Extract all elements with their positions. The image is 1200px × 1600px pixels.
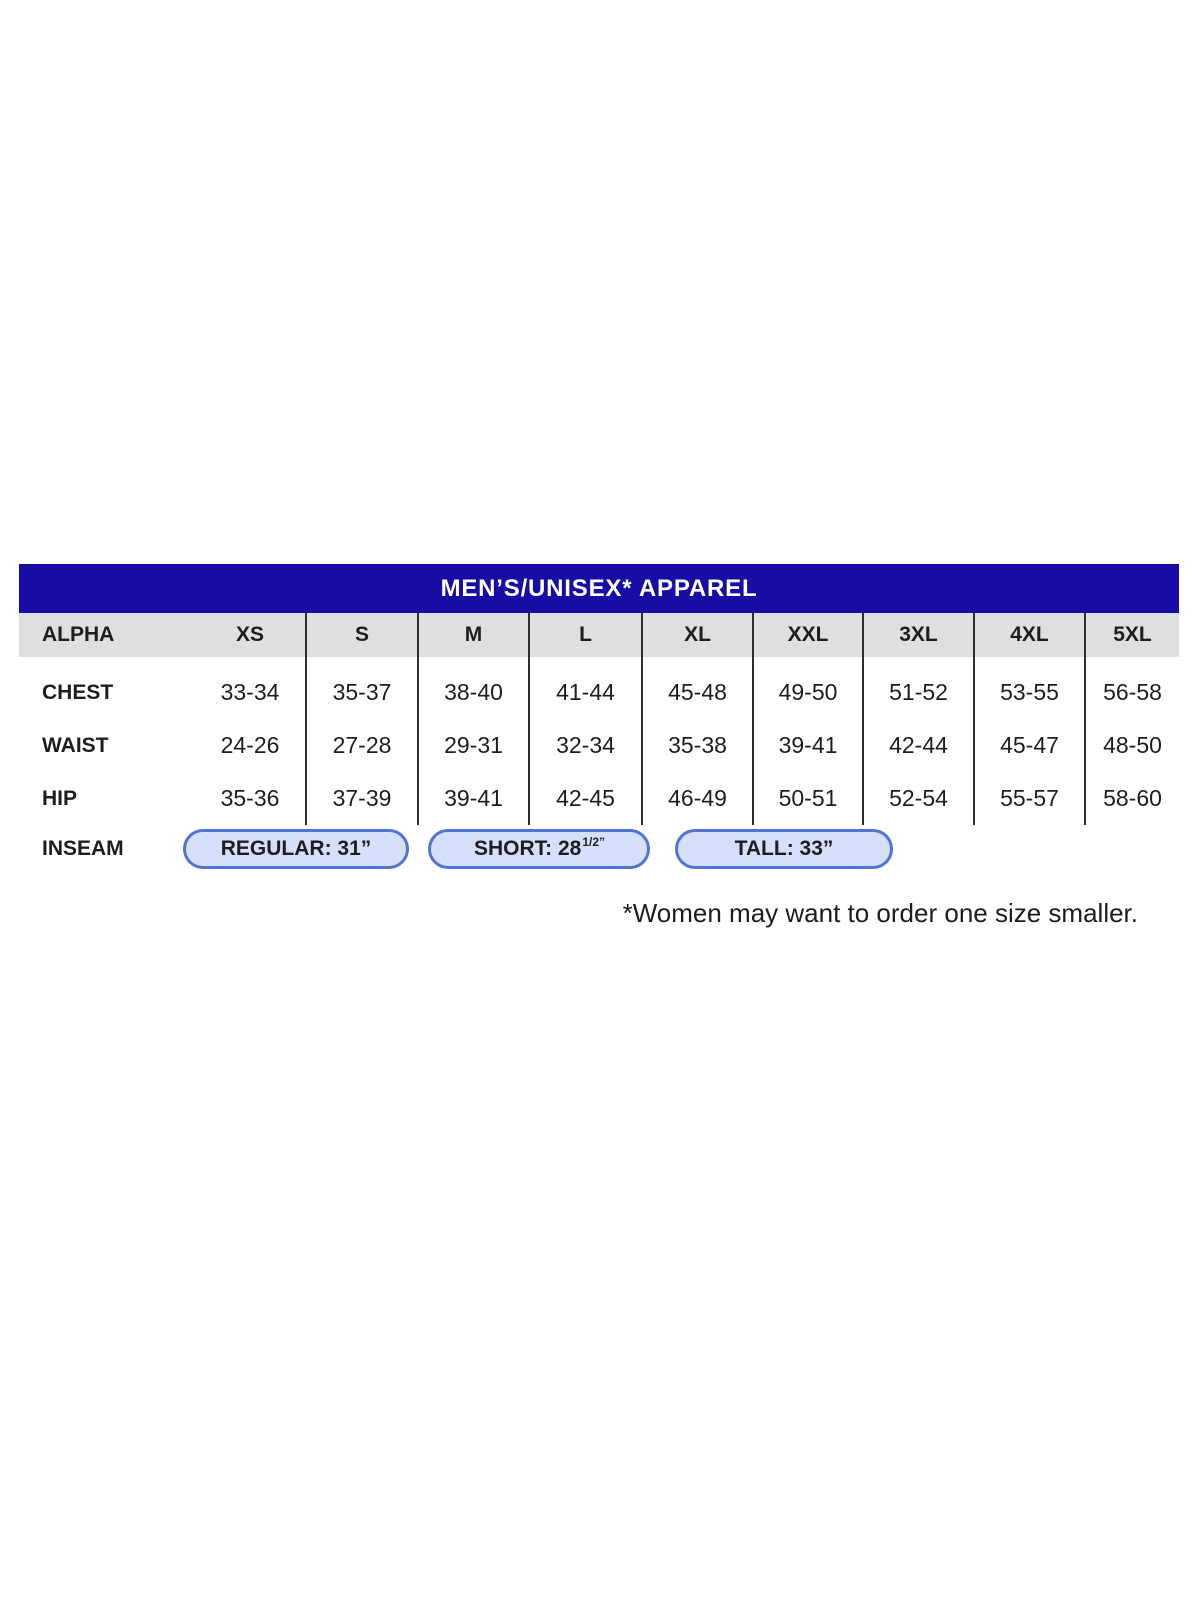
inseam-pill-tall-text: TALL: 33” bbox=[734, 837, 834, 860]
table-cell: 33-34 bbox=[195, 666, 307, 719]
table-cell: 32-34 bbox=[530, 719, 643, 772]
table-row-hip: HIP 35-36 37-39 39-41 42-45 46-49 50-51 … bbox=[19, 772, 1179, 825]
row-label-inseam: INSEAM bbox=[42, 837, 124, 860]
table-row-inseam: INSEAM REGULAR: 31” SHORT: 28 1/2” TALL: … bbox=[19, 825, 1179, 873]
table-row-chest: CHEST 33-34 35-37 38-40 41-44 45-48 49-5… bbox=[19, 666, 1179, 719]
table-cell: 39-41 bbox=[419, 772, 530, 825]
table-cell: 42-45 bbox=[530, 772, 643, 825]
table-cell: 48-50 bbox=[1086, 719, 1179, 772]
column-header-l: L bbox=[530, 613, 643, 657]
table-cell: 29-31 bbox=[419, 719, 530, 772]
table-cell: 45-48 bbox=[643, 666, 754, 719]
table-cell: 24-26 bbox=[195, 719, 307, 772]
row-label-chest: CHEST bbox=[19, 666, 195, 719]
table-cell: 53-55 bbox=[975, 666, 1086, 719]
inseam-pill-short-text: SHORT: 28 bbox=[473, 837, 582, 860]
column-header-3xl: 3XL bbox=[864, 613, 975, 657]
table-cell: 39-41 bbox=[754, 719, 864, 772]
table-cell: 46-49 bbox=[643, 772, 754, 825]
table-cell: 56-58 bbox=[1086, 666, 1179, 719]
inseam-pill-short: SHORT: 28 1/2” bbox=[428, 829, 650, 869]
inseam-pills: REGULAR: 31” SHORT: 28 1/2” TALL: 33” bbox=[183, 829, 893, 869]
table-cell: 55-57 bbox=[975, 772, 1086, 825]
column-header-xs: XS bbox=[195, 613, 307, 657]
table-cell: 38-40 bbox=[419, 666, 530, 719]
size-chart: MEN’S/UNISEX* APPAREL ALPHA XS S M L XL … bbox=[19, 564, 1179, 873]
row-label-waist: WAIST bbox=[19, 719, 195, 772]
table-cell: 49-50 bbox=[754, 666, 864, 719]
divider-gap-row bbox=[19, 657, 1179, 666]
table-cell: 35-36 bbox=[195, 772, 307, 825]
column-header-xl: XL bbox=[643, 613, 754, 657]
column-header-4xl: 4XL bbox=[975, 613, 1086, 657]
row-label-hip: HIP bbox=[19, 772, 195, 825]
column-header-alpha: ALPHA bbox=[19, 613, 195, 657]
table-cell: 41-44 bbox=[530, 666, 643, 719]
inseam-pill-regular-text: REGULAR: 31” bbox=[220, 837, 372, 860]
table-cell: 35-38 bbox=[643, 719, 754, 772]
column-header-5xl: 5XL bbox=[1086, 613, 1179, 657]
footnote: *Women may want to order one size smalle… bbox=[622, 898, 1138, 928]
chart-title-bar: MEN’S/UNISEX* APPAREL bbox=[19, 564, 1179, 613]
column-header-s: S bbox=[307, 613, 419, 657]
table-cell: 35-37 bbox=[307, 666, 419, 719]
column-header-xxl: XXL bbox=[754, 613, 864, 657]
column-header-row: ALPHA XS S M L XL XXL 3XL 4XL 5XL bbox=[19, 613, 1179, 657]
column-header-m: M bbox=[419, 613, 530, 657]
table-cell: 52-54 bbox=[864, 772, 975, 825]
chart-title: MEN’S/UNISEX* APPAREL bbox=[440, 574, 758, 602]
table-cell: 45-47 bbox=[975, 719, 1086, 772]
inseam-pill-tall: TALL: 33” bbox=[675, 829, 893, 869]
table-cell: 58-60 bbox=[1086, 772, 1179, 825]
inseam-pill-short-sup: 1/2” bbox=[582, 835, 606, 849]
table-cell: 42-44 bbox=[864, 719, 975, 772]
table-row-waist: WAIST 24-26 27-28 29-31 32-34 35-38 39-4… bbox=[19, 719, 1179, 772]
table-cell: 51-52 bbox=[864, 666, 975, 719]
table-cell: 37-39 bbox=[307, 772, 419, 825]
table-cell: 50-51 bbox=[754, 772, 864, 825]
inseam-pill-regular: REGULAR: 31” bbox=[183, 829, 409, 869]
table-cell: 27-28 bbox=[307, 719, 419, 772]
